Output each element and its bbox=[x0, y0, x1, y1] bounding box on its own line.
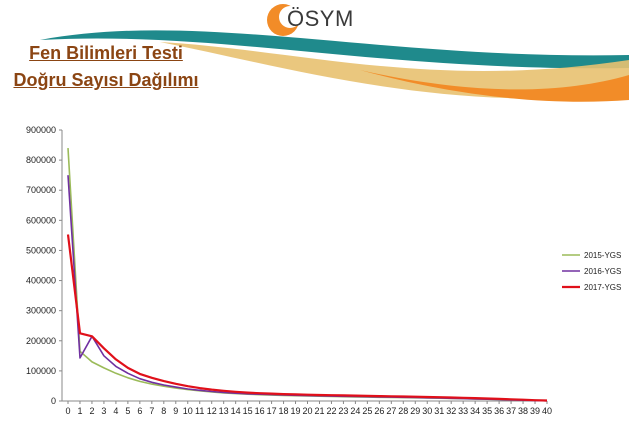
y-tick-label: 300000 bbox=[26, 306, 56, 316]
y-tick-label: 500000 bbox=[26, 245, 56, 255]
y-tick-label: 700000 bbox=[26, 185, 56, 195]
page-title: Fen Bilimleri Testi Doğru Sayısı Dağılım… bbox=[6, 40, 206, 94]
x-tick-label: 34 bbox=[470, 406, 480, 416]
x-tick-label: 22 bbox=[326, 406, 336, 416]
x-tick-label: 3 bbox=[101, 406, 106, 416]
x-tick-label: 33 bbox=[458, 406, 468, 416]
x-tick-label: 6 bbox=[137, 406, 142, 416]
y-tick-label: 0 bbox=[51, 396, 56, 406]
legend-label: 2016-YGS bbox=[584, 267, 621, 276]
x-tick-label: 39 bbox=[530, 406, 540, 416]
x-tick-label: 18 bbox=[279, 406, 289, 416]
x-tick-label: 37 bbox=[506, 406, 516, 416]
x-tick-label: 30 bbox=[422, 406, 432, 416]
x-tick-label: 2 bbox=[89, 406, 94, 416]
x-tick-label: 36 bbox=[494, 406, 504, 416]
x-tick-label: 31 bbox=[434, 406, 444, 416]
swoosh-orange bbox=[360, 70, 629, 102]
logo-circle-inner bbox=[279, 6, 301, 28]
x-tick-label: 5 bbox=[125, 406, 130, 416]
x-tick-label: 14 bbox=[231, 406, 241, 416]
y-tick-label: 600000 bbox=[26, 215, 56, 225]
x-tick-label: 23 bbox=[338, 406, 348, 416]
x-tick-label: 7 bbox=[149, 406, 154, 416]
x-tick-label: 26 bbox=[374, 406, 384, 416]
legend-label: 2017-YGS bbox=[584, 283, 621, 292]
swoosh-gold bbox=[160, 42, 629, 99]
y-tick-label: 400000 bbox=[26, 276, 56, 286]
x-tick-label: 24 bbox=[350, 406, 360, 416]
x-tick-label: 28 bbox=[398, 406, 408, 416]
y-tick-label: 200000 bbox=[26, 336, 56, 346]
y-tick-label: 100000 bbox=[26, 366, 56, 376]
x-tick-label: 19 bbox=[291, 406, 301, 416]
logo-text: ÖSYM bbox=[287, 6, 354, 31]
x-tick-label: 13 bbox=[219, 406, 229, 416]
x-tick-label: 10 bbox=[183, 406, 193, 416]
x-tick-label: 1 bbox=[77, 406, 82, 416]
x-tick-label: 8 bbox=[161, 406, 166, 416]
swoosh-teal bbox=[40, 30, 629, 69]
series-line-2015-YGS bbox=[67, 148, 548, 402]
x-tick-label: 4 bbox=[113, 406, 118, 416]
x-tick-label: 29 bbox=[410, 406, 420, 416]
x-tick-label: 32 bbox=[446, 406, 456, 416]
header-banner bbox=[40, 4, 629, 102]
series-line-2017-YGS bbox=[66, 234, 548, 402]
x-tick-label: 16 bbox=[255, 406, 265, 416]
series-line-2016-YGS bbox=[67, 175, 548, 402]
x-tick-label: 11 bbox=[195, 406, 204, 416]
x-tick-label: 15 bbox=[243, 406, 253, 416]
x-tick-label: 35 bbox=[482, 406, 492, 416]
x-tick-label: 12 bbox=[207, 406, 217, 416]
y-tick-label: 800000 bbox=[26, 155, 56, 165]
x-tick-label: 17 bbox=[267, 406, 277, 416]
x-tick-label: 20 bbox=[302, 406, 312, 416]
x-tick-label: 0 bbox=[65, 406, 70, 416]
y-tick-label: 900000 bbox=[26, 125, 56, 135]
x-tick-label: 21 bbox=[314, 406, 324, 416]
x-tick-label: 40 bbox=[542, 406, 552, 416]
legend-label: 2015-YGS bbox=[584, 251, 621, 260]
x-tick-label: 27 bbox=[386, 406, 396, 416]
title-line-1: Fen Bilimleri Testi bbox=[29, 43, 183, 63]
title-line-2: Doğru Sayısı Dağılımı bbox=[13, 70, 199, 90]
x-tick-label: 9 bbox=[173, 406, 178, 416]
x-tick-label: 38 bbox=[518, 406, 528, 416]
x-tick-label: 25 bbox=[362, 406, 372, 416]
line-chart: 0 100000 200000 300000 400000 500000 600000 700… bbox=[26, 125, 621, 416]
